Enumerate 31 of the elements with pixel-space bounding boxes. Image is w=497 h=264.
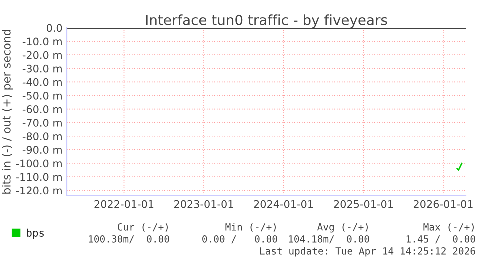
- text: Avg (-/+): [318, 223, 368, 233]
- text: 100.30m/ 0.00: [89, 235, 170, 244]
- y-tick-label: -50.0 m: [22, 92, 62, 100]
- text: 0.00 / 0.00: [202, 235, 278, 244]
- x-tick-label: 2024-01-01: [254, 200, 314, 208]
- y-tick-label: 0.0: [46, 24, 62, 32]
- y-tick-label: -20.0 m: [22, 51, 62, 60]
- y-tick-label: -100.0 m: [16, 160, 62, 168]
- legend-label: bps: [27, 228, 44, 239]
- y-tick-label: -30.0 m: [22, 64, 62, 73]
- line-series: [456, 162, 463, 171]
- y-tick-label: -80.0 m: [22, 132, 62, 140]
- y-tick-label: -120.0 m: [16, 186, 62, 195]
- y-tick-label: -10.0 m: [22, 38, 62, 46]
- text: Cur (-/+): [118, 223, 168, 232]
- y-tick-label: -70.0 m: [22, 119, 62, 127]
- text: 104.18m/ 0.00: [289, 235, 370, 244]
- y-tick-label: -40.0 m: [22, 78, 62, 86]
- y-tick-label: -110.0 m: [16, 173, 62, 182]
- x-tick-label: 2025-01-01: [334, 200, 394, 208]
- y-axis-title: bits in (-) / out (+) per second: [2, 30, 14, 194]
- text: 1.45 / 0.00: [406, 235, 476, 244]
- text: Min (-/+): [226, 223, 276, 232]
- y-tick-label: -60.0 m: [22, 106, 62, 114]
- chart-title: Interface tun0 traffic - by fiveyears: [146, 14, 388, 28]
- y-tick-label: -90.0 m: [22, 146, 62, 154]
- text: Last update: Tue Apr 14 14:25:12 2026: [260, 247, 476, 257]
- x-tick-label: 2022-01-01: [94, 200, 154, 208]
- x-tick-label: 2023-01-01: [174, 200, 234, 208]
- x-tick-label: 2026-01-01: [414, 200, 473, 208]
- text: Max (-/+): [424, 223, 474, 232]
